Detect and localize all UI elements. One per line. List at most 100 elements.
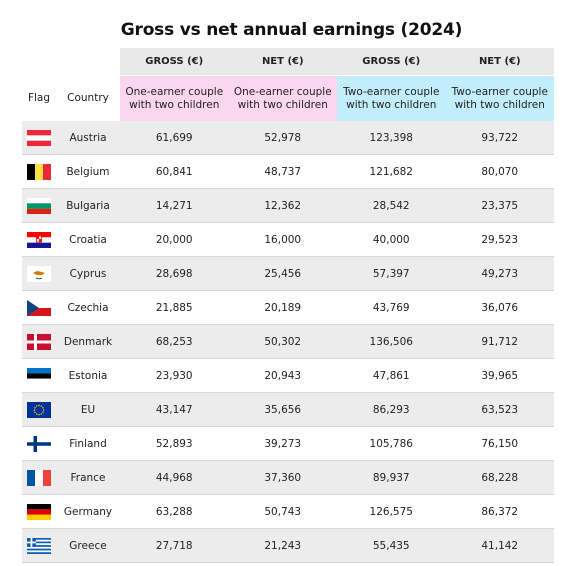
country-cell: EU (56, 392, 120, 427)
austria-flag-icon (27, 129, 51, 146)
flag-cell (22, 256, 56, 291)
table-row: Greece 27,718 21,243 55,435 41,142 (22, 528, 554, 563)
flag-cell (22, 121, 56, 155)
croatia-flag-icon (27, 231, 51, 248)
header-two-earner-net: Two-earner couple with two children (445, 75, 554, 121)
two-earner-gross-cell: 136,506 (337, 324, 446, 359)
two-earner-gross-cell: 121,682 (337, 154, 446, 189)
one-earner-gross-cell: 44,968 (120, 460, 229, 495)
two-earner-gross-cell: 105,786 (337, 426, 446, 461)
one-earner-net-cell: 37,360 (228, 460, 337, 495)
one-earner-net-cell: 52,978 (228, 121, 337, 155)
one-earner-net-cell: 21,243 (228, 528, 337, 563)
two-earner-net-cell: 49,273 (445, 256, 554, 291)
two-earner-gross-cell: 123,398 (337, 121, 446, 155)
cyprus-flag-icon (27, 265, 51, 282)
header-one-earner-gross: One-earner couple with two children (120, 75, 229, 121)
flag-cell (22, 528, 56, 563)
one-earner-gross-cell: 52,893 (120, 426, 229, 461)
table-row: Austria 61,699 52,978 123,398 93,722 (22, 121, 554, 155)
one-earner-net-cell: 12,362 (228, 188, 337, 223)
one-earner-gross-cell: 68,253 (120, 324, 229, 359)
eu-flag-icon (27, 401, 51, 418)
two-earner-gross-cell: 126,575 (337, 494, 446, 529)
table-row: Finland 52,893 39,273 105,786 76,150 (22, 426, 554, 461)
earnings-table: GROSS (€) NET (€) GROSS (€) NET (€) Flag… (22, 48, 554, 563)
two-earner-net-cell: 39,965 (445, 358, 554, 393)
one-earner-gross-cell: 61,699 (120, 121, 229, 155)
estonia-flag-icon (27, 367, 51, 384)
table-row: Croatia 20,000 16,000 40,000 29,523 (22, 222, 554, 257)
two-earner-net-cell: 29,523 (445, 222, 554, 257)
one-earner-gross-cell: 14,271 (120, 188, 229, 223)
two-earner-net-cell: 86,372 (445, 494, 554, 529)
header-flag: Flag (22, 75, 56, 121)
two-earner-gross-cell: 40,000 (337, 222, 446, 257)
table-row: EU 43,147 35,656 86,293 63,523 (22, 392, 554, 427)
france-flag-icon (27, 469, 51, 486)
two-earner-net-cell: 36,076 (445, 290, 554, 325)
country-cell: Greece (56, 528, 120, 563)
table-body: Austria 61,699 52,978 123,398 93,722 Belgium 6… (22, 121, 554, 563)
one-earner-net-cell: 50,302 (228, 324, 337, 359)
flag-cell (22, 426, 56, 461)
two-earner-net-cell: 93,722 (445, 121, 554, 155)
table-row: Bulgaria 14,271 12,362 28,542 23,375 (22, 188, 554, 223)
flag-cell (22, 392, 56, 427)
country-cell: Denmark (56, 324, 120, 359)
two-earner-net-cell: 63,523 (445, 392, 554, 427)
one-earner-gross-cell: 60,841 (120, 154, 229, 189)
flag-cell (22, 188, 56, 223)
flag-cell (22, 324, 56, 359)
header-sub-label: Two-earner couple with two children (343, 85, 440, 111)
flag-cell (22, 154, 56, 189)
one-earner-net-cell: 39,273 (228, 426, 337, 461)
header-two-earner-gross: Two-earner couple with two children (337, 75, 446, 121)
one-earner-gross-cell: 43,147 (120, 392, 229, 427)
one-earner-net-cell: 48,737 (228, 154, 337, 189)
belgium-flag-icon (27, 163, 51, 180)
table-row: France 44,968 37,360 89,937 68,228 (22, 460, 554, 495)
header-blank-flag (22, 48, 56, 76)
header-sub-label: One-earner couple with two children (125, 85, 224, 111)
two-earner-gross-cell: 47,861 (337, 358, 446, 393)
one-earner-gross-cell: 28,698 (120, 256, 229, 291)
two-earner-gross-cell: 86,293 (337, 392, 446, 427)
header-sub-label: One-earner couple with two children (233, 85, 332, 111)
flag-cell (22, 460, 56, 495)
header-gross-2: GROSS (€) (337, 48, 446, 76)
table-row: Denmark 68,253 50,302 136,506 91,712 (22, 324, 554, 359)
one-earner-net-cell: 20,943 (228, 358, 337, 393)
two-earner-gross-cell: 28,542 (337, 188, 446, 223)
header-net-1: NET (€) (228, 48, 337, 76)
germany-flag-icon (27, 503, 51, 520)
header-row-top: GROSS (€) NET (€) GROSS (€) NET (€) (22, 48, 554, 76)
country-cell: Estonia (56, 358, 120, 393)
one-earner-net-cell: 20,189 (228, 290, 337, 325)
one-earner-net-cell: 25,456 (228, 256, 337, 291)
two-earner-net-cell: 76,150 (445, 426, 554, 461)
header-row-sub: Flag Country One-earner couple with two … (22, 75, 554, 121)
table-row: Cyprus 28,698 25,456 57,397 49,273 (22, 256, 554, 291)
country-cell: Cyprus (56, 256, 120, 291)
two-earner-net-cell: 23,375 (445, 188, 554, 223)
one-earner-gross-cell: 63,288 (120, 494, 229, 529)
denmark-flag-icon (27, 333, 51, 350)
czechia-flag-icon (27, 299, 51, 316)
two-earner-net-cell: 68,228 (445, 460, 554, 495)
flag-cell (22, 494, 56, 529)
header-net-2: NET (€) (445, 48, 554, 76)
finland-flag-icon (27, 435, 51, 452)
country-cell: Austria (56, 121, 120, 155)
greece-flag-icon (27, 537, 51, 554)
bulgaria-flag-icon (27, 197, 51, 214)
two-earner-net-cell: 80,070 (445, 154, 554, 189)
one-earner-gross-cell: 21,885 (120, 290, 229, 325)
one-earner-gross-cell: 20,000 (120, 222, 229, 257)
country-cell: Croatia (56, 222, 120, 257)
table-row: Czechia 21,885 20,189 43,769 36,076 (22, 290, 554, 325)
country-cell: Germany (56, 494, 120, 529)
page-title: Gross vs net annual earnings (2024) (120, 20, 463, 40)
table-row: Germany 63,288 50,743 126,575 86,372 (22, 494, 554, 529)
